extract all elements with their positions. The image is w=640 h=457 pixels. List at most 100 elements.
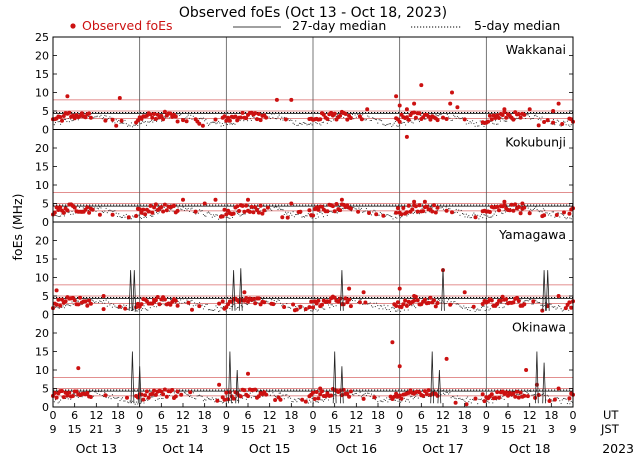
- observed-point: [291, 302, 296, 307]
- trace-point: [204, 398, 206, 400]
- spike-line: [430, 351, 434, 404]
- trace-point: [458, 398, 460, 400]
- trace-point: [411, 395, 413, 397]
- trace-point: [72, 213, 74, 215]
- observed-outlier: [422, 199, 427, 204]
- trace-point: [58, 215, 60, 218]
- trace-point: [209, 398, 211, 400]
- trace-point: [487, 400, 489, 402]
- trace-point: [547, 214, 549, 216]
- trace-point: [181, 209, 183, 211]
- trace-point: [94, 301, 96, 303]
- observed-point: [413, 204, 418, 209]
- trace-point: [564, 398, 566, 400]
- trace-point: [291, 400, 293, 403]
- observed-point: [224, 118, 229, 123]
- trace-point: [306, 398, 308, 400]
- observed-point: [144, 389, 149, 394]
- observed-point: [67, 390, 72, 395]
- trace-point: [220, 125, 222, 127]
- trace-point: [501, 397, 503, 399]
- observed-point: [404, 210, 409, 215]
- trace-point: [119, 400, 121, 402]
- trace-point: [459, 214, 461, 216]
- trace-point: [467, 216, 469, 218]
- observed-point: [394, 210, 399, 215]
- trace-point: [570, 124, 572, 126]
- y-tick-label: 25: [35, 31, 49, 44]
- trace-point: [489, 308, 491, 310]
- trace-point: [484, 310, 486, 312]
- trace-point: [360, 396, 362, 398]
- ut-tick-label: 18: [458, 409, 472, 422]
- trace-point: [306, 124, 308, 126]
- trace-point: [363, 393, 365, 395]
- trace-point: [401, 122, 403, 124]
- observed-outlier: [397, 103, 402, 108]
- trace-point: [483, 305, 485, 307]
- trace-point: [58, 307, 60, 309]
- trace-point: [111, 306, 113, 308]
- trace-point: [387, 401, 389, 403]
- trace-point: [536, 208, 538, 210]
- trace-point: [330, 304, 332, 306]
- observed-point: [249, 204, 254, 209]
- observed-point: [61, 114, 66, 118]
- trace-point: [379, 211, 381, 213]
- trace-point: [322, 400, 325, 402]
- trace-point: [99, 116, 101, 118]
- trace-point: [407, 309, 409, 311]
- trace-point: [455, 398, 457, 400]
- trace-point: [60, 215, 62, 217]
- trace-point: [103, 117, 105, 119]
- observed-point: [536, 123, 541, 128]
- y-tick-label: 15: [35, 161, 49, 174]
- observed-outlier: [181, 197, 185, 202]
- trace-point: [113, 303, 115, 305]
- jst-tick-label: 9: [310, 423, 317, 436]
- trace-point: [185, 302, 187, 304]
- trace-point: [551, 306, 553, 308]
- spike-line: [228, 351, 232, 404]
- trace-point: [66, 121, 68, 123]
- trace-point: [566, 120, 568, 122]
- observed-point: [338, 388, 343, 393]
- trace-point: [105, 115, 107, 117]
- trace-point: [339, 206, 341, 208]
- ut-tick-label: 6: [71, 409, 78, 422]
- jst-tick-label: 9: [483, 423, 490, 436]
- observed-point: [159, 113, 164, 118]
- trace-point: [372, 306, 374, 308]
- trace-point: [463, 399, 465, 401]
- trace-point: [115, 306, 117, 308]
- observed-point: [61, 395, 66, 400]
- trace-point: [321, 213, 323, 215]
- observed-point: [256, 210, 261, 215]
- observed-point: [325, 209, 330, 214]
- trace-point: [286, 213, 288, 215]
- trace-point: [321, 399, 323, 401]
- observed-point: [262, 208, 267, 213]
- observed-point: [357, 114, 362, 119]
- trace-point: [448, 393, 450, 395]
- trace-point: [212, 214, 215, 216]
- trace-point: [412, 213, 414, 215]
- observed-point: [516, 205, 521, 209]
- trace-point: [105, 397, 107, 399]
- trace-point: [480, 398, 483, 400]
- trace-point: [316, 123, 318, 125]
- observed-point: [533, 395, 538, 400]
- trace-point: [403, 121, 405, 124]
- ut-tick-label: 0: [396, 409, 403, 422]
- observed-point: [542, 120, 547, 124]
- trace-point: [128, 402, 130, 404]
- observed-point: [363, 300, 368, 305]
- observed-point: [444, 208, 449, 213]
- trace-point: [454, 397, 456, 399]
- observed-point: [246, 299, 250, 304]
- trace-point: [274, 118, 276, 120]
- y-tick-label: 5: [42, 383, 49, 396]
- observed-point: [294, 307, 299, 312]
